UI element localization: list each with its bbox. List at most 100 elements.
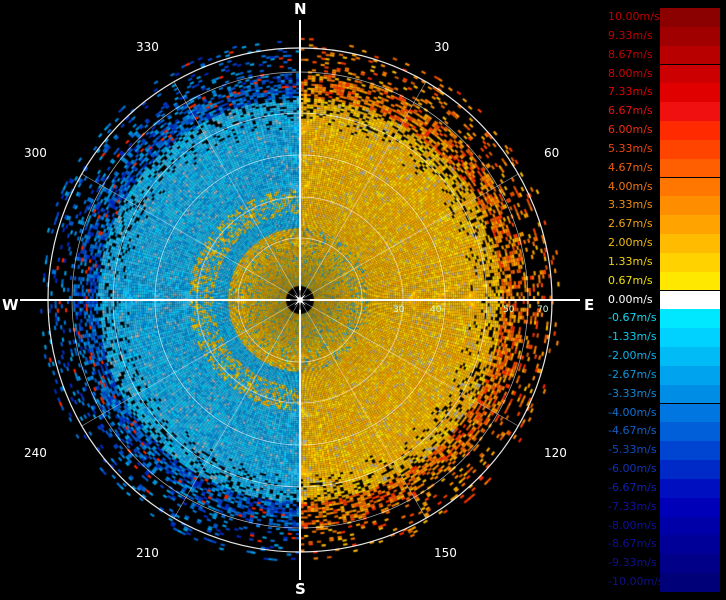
legend-entry: 4.00m/s [604, 177, 722, 197]
legend-swatch [660, 158, 720, 178]
range-label-40: 40 [430, 305, 442, 315]
legend-label: 2.00m/s [608, 236, 653, 250]
legend-label: -3.33m/s [608, 386, 657, 400]
legend-entry: -6.00m/s [604, 460, 722, 479]
legend-entry: -6.67m/s [604, 478, 722, 498]
legend-label: -2.00m/s [608, 349, 657, 363]
legend-label: 6.67m/s [608, 104, 653, 118]
azimuth-spoke [81, 173, 301, 301]
legend-label: -2.67m/s [608, 367, 657, 381]
legend-label: -0.67m/s [608, 311, 657, 325]
legend-swatch [660, 252, 720, 272]
legend-label: 3.33m/s [608, 198, 653, 212]
legend-swatch [660, 215, 720, 234]
legend-label: -6.67m/s [608, 480, 657, 494]
legend-swatch [660, 234, 720, 253]
legend-entry: 2.00m/s [604, 234, 722, 253]
velocity-color-legend: 10.00m/s 9.33m/s 8.67m/s 8.00m/s 7.33m/s 6.67… [604, 8, 722, 592]
legend-entry: 6.00m/s [604, 121, 722, 140]
legend-swatch [660, 102, 720, 121]
range-label-50: 50 [503, 305, 515, 315]
legend-swatch [660, 290, 720, 310]
azimuth-label-330: 330 [136, 40, 159, 54]
legend-label: -7.33m/s [608, 499, 657, 513]
legend-entry: -5.33m/s [604, 441, 722, 460]
legend-swatch [660, 497, 720, 517]
legend-entry: 8.00m/s [604, 64, 722, 84]
azimuth-spoke [299, 299, 519, 427]
legend-entry: -0.67m/s [604, 309, 722, 329]
legend-label: 4.67m/s [608, 160, 653, 174]
azimuth-spoke [173, 81, 301, 301]
legend-label: -4.00m/s [608, 405, 657, 419]
legend-entry: -8.00m/s [604, 516, 722, 536]
legend-swatch [660, 83, 720, 103]
legend-entry: -10.00m/s [604, 573, 722, 592]
legend-entry: -3.33m/s [604, 384, 722, 404]
legend-entry: 9.33m/s [604, 26, 722, 46]
legend-swatch [660, 441, 720, 460]
legend-entry: -2.00m/s [604, 347, 722, 366]
legend-entry: 5.33m/s [604, 139, 722, 159]
legend-entry: 3.33m/s [604, 196, 722, 216]
legend-label: 8.67m/s [608, 47, 653, 61]
legend-entry: -7.33m/s [604, 497, 722, 517]
legend-label: -4.67m/s [608, 424, 657, 438]
legend-swatch [660, 121, 720, 140]
legend-swatch [660, 139, 720, 159]
legend-entry: -4.00m/s [604, 403, 722, 423]
north-label: N [294, 0, 307, 18]
azimuth-label-60: 60 [544, 146, 560, 160]
legend-swatch [660, 365, 720, 385]
legend-entry: 0.67m/s [604, 271, 722, 291]
legend-swatch [660, 196, 720, 216]
legend-entry: 0.00m/s [604, 290, 722, 310]
legend-label: 8.00m/s [608, 66, 653, 80]
legend-label: 2.67m/s [608, 217, 653, 231]
legend-entry: 6.67m/s [604, 102, 722, 121]
legend-label: 0.67m/s [608, 273, 653, 287]
azimuth-label-300: 300 [24, 146, 47, 160]
azimuth-label-30: 30 [434, 40, 450, 54]
azimuth-label-240: 240 [24, 446, 47, 460]
legend-label: 6.00m/s [608, 123, 653, 137]
legend-swatch [660, 573, 720, 592]
azimuth-label-210: 210 [136, 546, 159, 560]
legend-entry: 8.67m/s [604, 45, 722, 65]
legend-label: -10.00m/s [608, 575, 664, 589]
legend-swatch [660, 554, 720, 574]
range-label-30: 30 [393, 305, 405, 315]
legend-label: -8.00m/s [608, 518, 657, 532]
legend-swatch [660, 516, 720, 536]
legend-entry: -8.67m/s [604, 535, 722, 555]
radar-grid-overlay [20, 20, 580, 580]
legend-swatch [660, 347, 720, 366]
azimuth-spoke [299, 81, 427, 301]
legend-label: 4.00m/s [608, 179, 653, 193]
legend-swatch [660, 403, 720, 423]
legend-label: 10.00m/s [608, 10, 660, 23]
legend-entry: 7.33m/s [604, 83, 722, 103]
west-label: W [2, 296, 19, 314]
south-label: S [295, 580, 306, 598]
legend-entry: -4.67m/s [604, 422, 722, 442]
legend-label: 9.33m/s [608, 28, 653, 42]
azimuth-spoke [299, 299, 427, 519]
legend-swatch [660, 26, 720, 46]
legend-swatch [660, 384, 720, 404]
legend-swatch [660, 45, 720, 65]
legend-label: -8.67m/s [608, 537, 657, 551]
legend-swatch [660, 309, 720, 329]
azimuth-label-120: 120 [544, 446, 567, 460]
legend-swatch [660, 64, 720, 84]
azimuth-label-150: 150 [434, 546, 457, 560]
legend-entry: -2.67m/s [604, 365, 722, 385]
east-label: E [584, 296, 595, 314]
range-label-70: 70 [537, 305, 549, 315]
legend-entry: 10.00m/s [604, 8, 722, 27]
legend-entry: -1.33m/s [604, 328, 722, 347]
legend-label: -1.33m/s [608, 330, 657, 344]
legend-entry: 4.67m/s [604, 158, 722, 178]
legend-label: -9.33m/s [608, 556, 657, 570]
legend-swatch [660, 460, 720, 479]
